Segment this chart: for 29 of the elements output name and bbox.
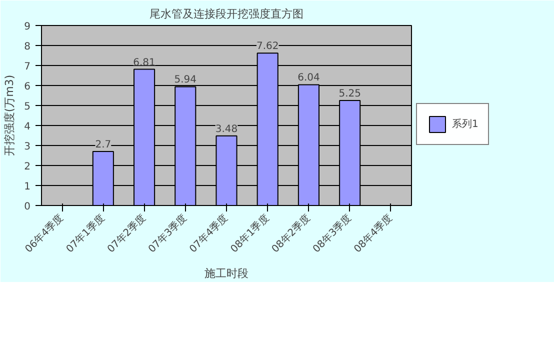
data-label: 3.48 [215,124,238,135]
legend-label: 系列1 [452,118,478,131]
y-tick-label: 9 [24,22,31,32]
y-tick-label: 5 [24,102,31,112]
x-tick-label: 07年2季度 [104,212,148,256]
x-tick-label: 06年4季度 [22,212,66,256]
x-tick-label: 07年3季度 [146,212,190,256]
data-label: 6.04 [298,72,320,84]
y-tick-label: 2 [24,162,31,172]
x-tick-label: 08年3季度 [310,212,354,256]
y-tick-label: 3 [24,142,31,152]
data-label: 7.62 [256,41,279,52]
y-tick-label: 8 [24,42,31,52]
y-tick-label: 6 [24,82,31,92]
x-tick-label: 07年1季度 [64,212,108,256]
y-tick-label: 7 [24,62,31,72]
x-tick-label: 08年1季度 [228,212,272,256]
data-label: 2.7 [95,140,112,150]
y-tick-label: 4 [24,122,31,132]
data-label: 5.94 [174,74,197,86]
y-tick-label: 0 [24,202,31,212]
x-tick-label: 07年4季度 [187,212,230,256]
y-axis-title: 开挖强度(万m3) [3,74,16,156]
x-tick-label: 08年4季度 [352,212,395,256]
chart-title: 尾水管及连接段开挖强度直方图 [150,8,304,20]
data-label: 5.25 [338,88,361,100]
x-tick-label: 08年2季度 [269,212,313,256]
y-tick-label: 1 [24,182,31,192]
x-axis-title: 施工时段 [204,266,248,280]
